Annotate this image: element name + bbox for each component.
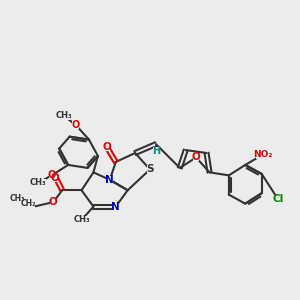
Bar <box>56 112 71 120</box>
Bar <box>74 216 89 224</box>
Text: CH₃: CH₃ <box>30 178 47 187</box>
Bar <box>49 171 55 179</box>
Bar <box>153 147 159 155</box>
Bar <box>256 151 270 158</box>
Bar <box>10 195 24 203</box>
Text: CH₃: CH₃ <box>9 194 25 203</box>
Text: Cl: Cl <box>272 194 284 204</box>
Bar <box>113 202 119 211</box>
Bar <box>52 174 58 182</box>
Text: CH₃: CH₃ <box>73 215 90 224</box>
Bar <box>104 143 110 151</box>
Text: O: O <box>71 120 80 130</box>
Text: H: H <box>152 146 160 156</box>
Text: O: O <box>49 197 58 207</box>
Text: O: O <box>192 152 200 163</box>
Text: N: N <box>105 175 114 185</box>
Bar <box>21 200 35 208</box>
Bar <box>73 121 79 129</box>
Text: O: O <box>48 170 56 180</box>
Text: NO₂: NO₂ <box>254 150 273 159</box>
Text: CH₃: CH₃ <box>56 111 72 120</box>
Bar <box>107 176 113 184</box>
Bar <box>193 154 199 161</box>
Text: O: O <box>51 173 60 183</box>
Text: O: O <box>103 142 111 152</box>
Bar <box>273 195 283 203</box>
Bar <box>31 179 46 187</box>
Bar <box>50 198 56 206</box>
Text: S: S <box>146 164 154 174</box>
Bar <box>147 165 153 173</box>
Text: CH₂: CH₂ <box>20 199 36 208</box>
Text: N: N <box>111 202 120 212</box>
